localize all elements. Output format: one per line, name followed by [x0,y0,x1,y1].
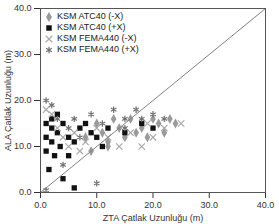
html-text:KSM ATC40 (-X): KSM ATC40 (-X) [57,11,124,21]
svg-text:ZTA Çatlak Uzunluğu (m): ZTA Çatlak Uzunluğu (m) [103,213,203,223]
svg-text:0.0: 0.0 [19,187,32,197]
html-text:KSM FEMA440 (+X): KSM FEMA440 (+X) [57,44,139,54]
html-text:KSM FEMA440 (-X): KSM FEMA440 (-X) [57,33,137,43]
svg-text:30.0: 30.0 [14,49,32,59]
svg-text:20.0: 20.0 [144,200,162,210]
svg-text:20.0: 20.0 [14,95,32,105]
svg-text:0.0: 0.0 [34,200,47,210]
html-text:KSM ATC40 (+X): KSM ATC40 (+X) [57,22,126,32]
svg-text:10.0: 10.0 [88,200,106,210]
svg-text:40.0: 40.0 [257,200,275,210]
svg-text:ALA Çatlak Uzunluğu (m): ALA Çatlak Uzunluğu (m) [3,50,13,151]
svg-text:30.0: 30.0 [200,200,218,210]
svg-text:40.0: 40.0 [14,3,32,13]
svg-text:10.0: 10.0 [14,141,32,151]
